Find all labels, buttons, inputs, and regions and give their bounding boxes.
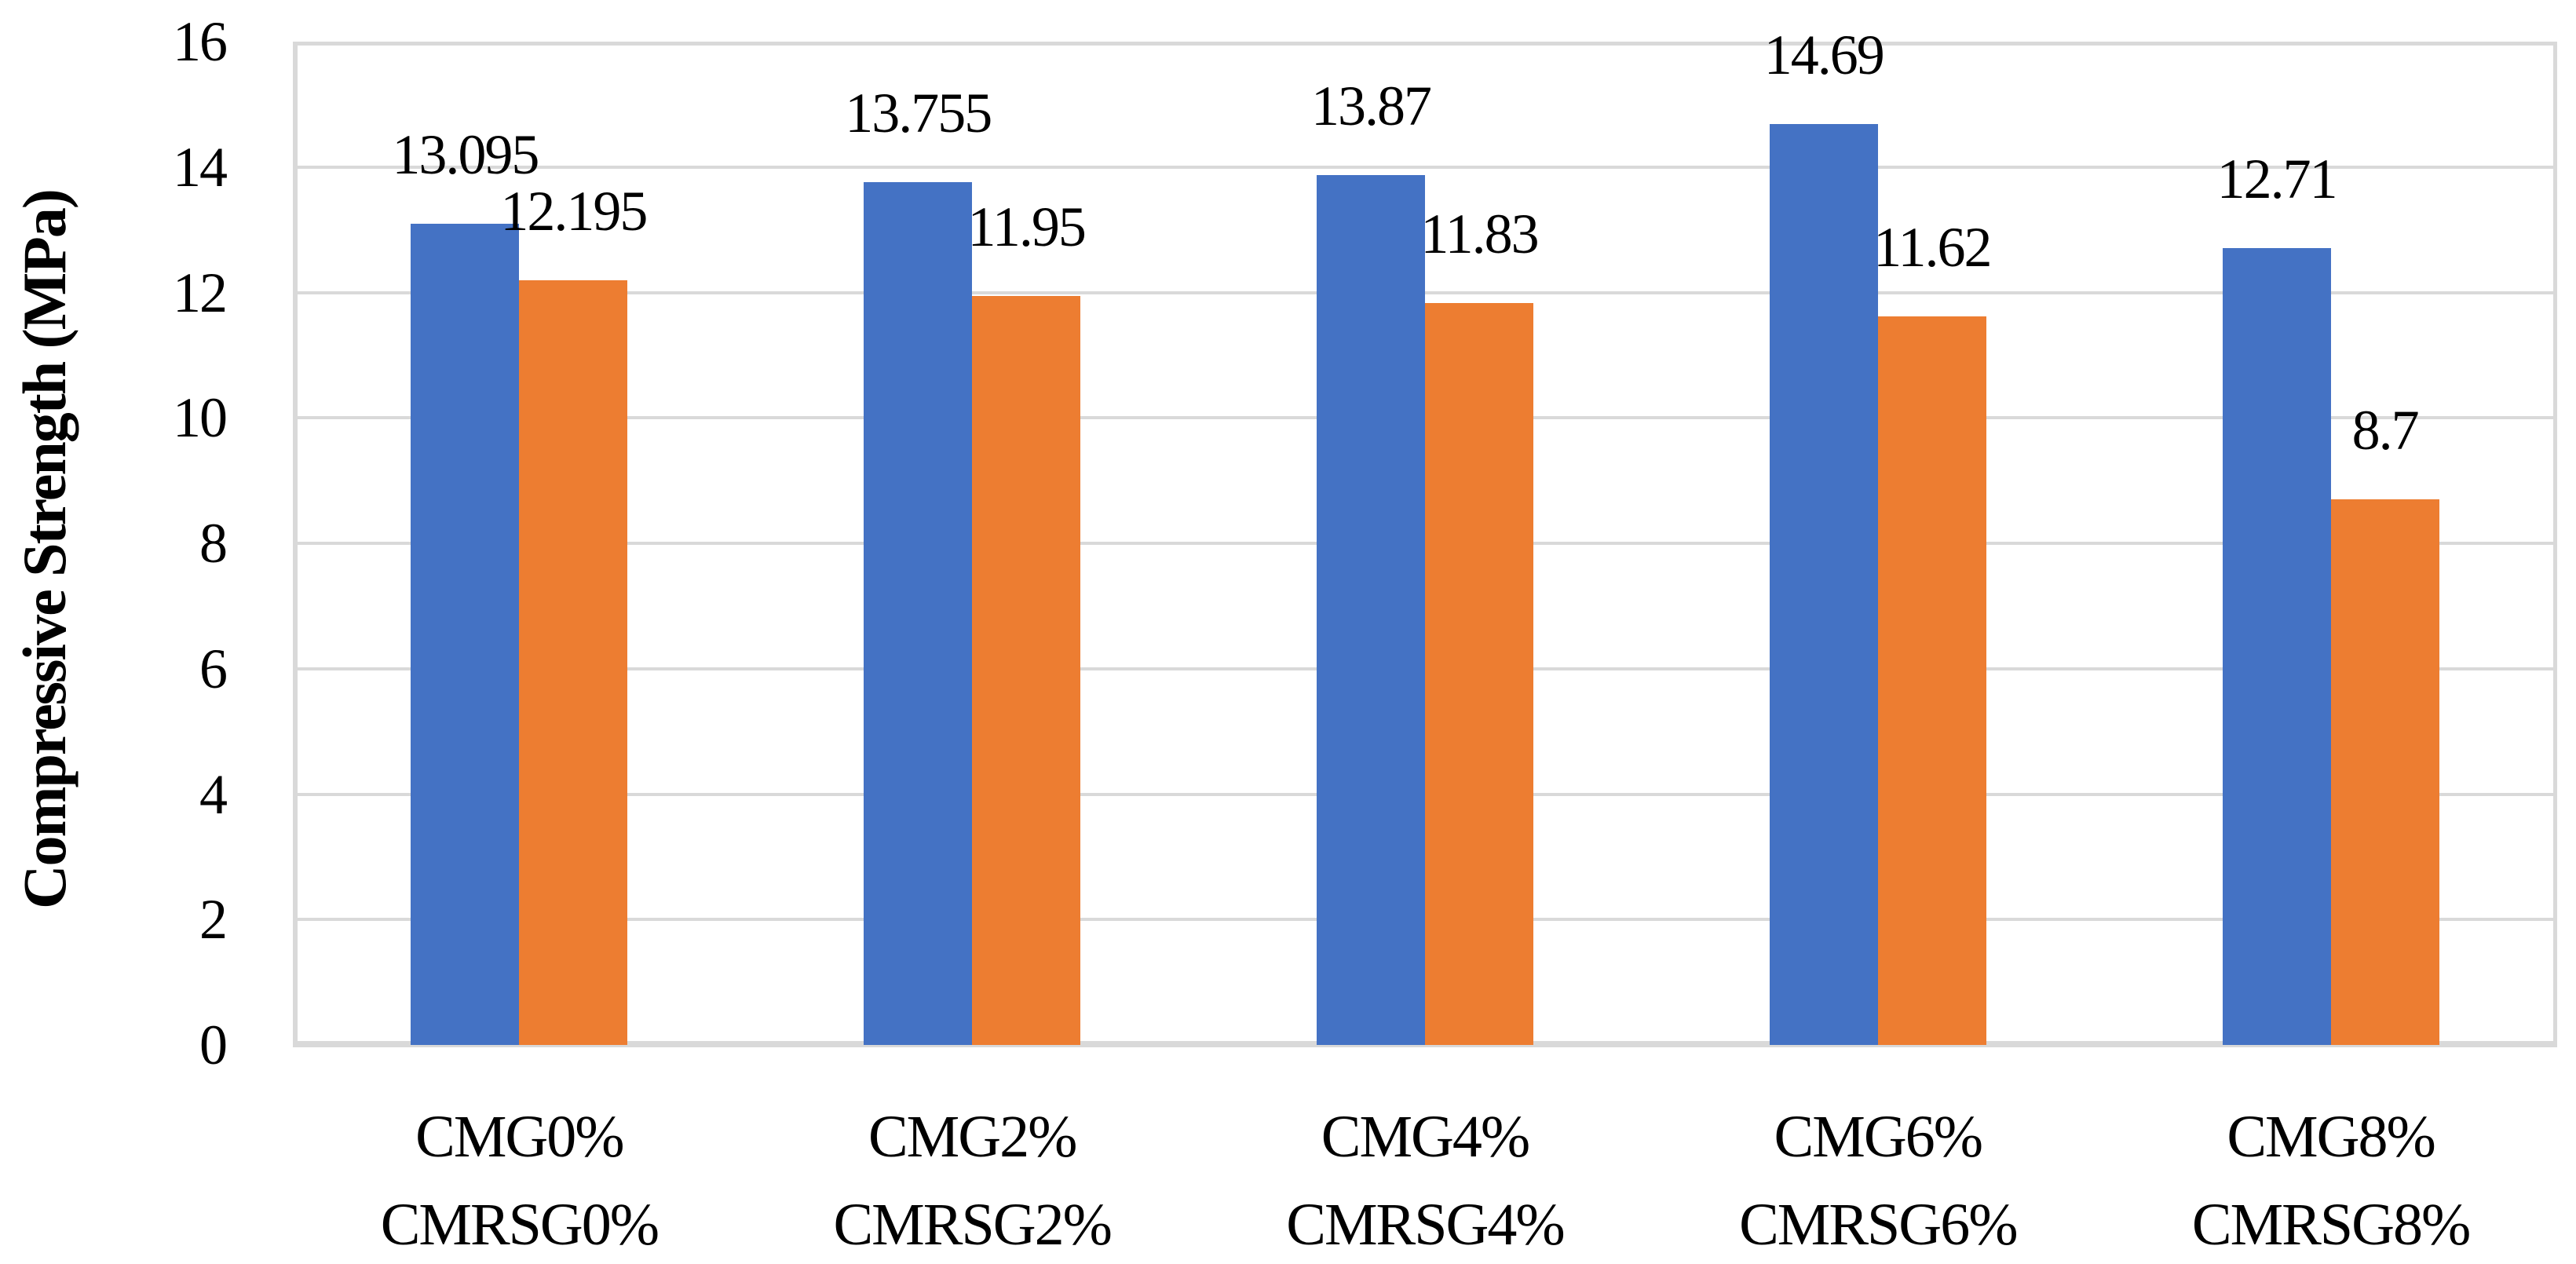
x-axis-category-label-0: CMG0% CMRSG0% [293, 1093, 746, 1264]
plot-area: 13.095 13.755 13.87 14.69 12.71 12.195 11.95 11… [293, 24, 2557, 1047]
orange-series-value-label-1: 11.95 [967, 195, 1087, 258]
category-line-2: CMRSG2% [833, 1192, 1112, 1258]
blue-series-bar-1 [864, 182, 973, 1045]
blue-series-value-label-3: 14.69 [1763, 23, 1885, 86]
orange-series-bar-2 [1425, 303, 1533, 1045]
orange-series-bar-0 [519, 279, 628, 1045]
blue-series-bar-4 [2222, 247, 2331, 1045]
y-axis-tick-label: 14 [173, 135, 228, 199]
category-line-2: CMRSG6% [1739, 1192, 2018, 1258]
orange-series-value-label-0: 12.195 [500, 179, 648, 243]
orange-series-bar-3 [1877, 316, 1986, 1045]
x-axis-category-label-1: CMG2% CMRSG2% [746, 1093, 1199, 1264]
category-line-2: CMRSG4% [1286, 1192, 1565, 1258]
plot-border-top [293, 42, 2557, 46]
orange-series-value-label-3: 11.62 [1873, 215, 1992, 279]
y-axis-tick-label: 6 [199, 637, 228, 700]
category-line-2: CMRSG8% [2191, 1192, 2471, 1258]
x-axis-category-label-3: CMG6% CMRSG6% [1651, 1093, 2104, 1264]
orange-series-bar-4 [2330, 499, 2439, 1045]
y-axis-tick-label: 10 [173, 386, 228, 450]
y-axis-line [293, 42, 298, 1045]
category-line-1: CMG4% [1321, 1104, 1530, 1170]
blue-series-bar-2 [1317, 175, 1425, 1045]
gridline [298, 290, 2557, 294]
y-axis-tick-label: 12 [173, 261, 228, 324]
orange-series-bar-1 [972, 295, 1081, 1045]
y-axis-tick-label: 8 [199, 512, 228, 575]
blue-series-value-label-4: 12.71 [2216, 147, 2338, 210]
orange-series-value-label-2: 11.83 [1420, 203, 1539, 266]
y-axis-tick-label: 16 [173, 10, 228, 73]
category-line-1: CMG8% [2227, 1104, 2435, 1170]
blue-series-value-label-0: 13.095 [392, 123, 539, 187]
gridline [298, 165, 2557, 169]
blue-series-bar-0 [411, 224, 520, 1045]
category-line-1: CMG0% [415, 1104, 624, 1170]
x-axis-category-label-4: CMG8% CMRSG8% [2104, 1093, 2557, 1264]
y-axis-tick-label: 2 [199, 888, 228, 952]
blue-series-value-label-2: 13.87 [1311, 75, 1432, 138]
category-line-1: CMG6% [1774, 1104, 1983, 1170]
blue-series-bar-3 [1769, 123, 1878, 1045]
y-axis-tick-label: 4 [199, 762, 228, 826]
category-line-1: CMG2% [868, 1104, 1077, 1170]
blue-series-value-label-1: 13.755 [845, 82, 992, 145]
y-axis-tick-label: 0 [199, 1014, 228, 1076]
category-line-2: CMRSG0% [380, 1192, 660, 1258]
x-axis-category-label-2: CMG4% CMRSG4% [1199, 1093, 1652, 1264]
orange-series-value-label-4: 8.7 [2351, 399, 2420, 462]
